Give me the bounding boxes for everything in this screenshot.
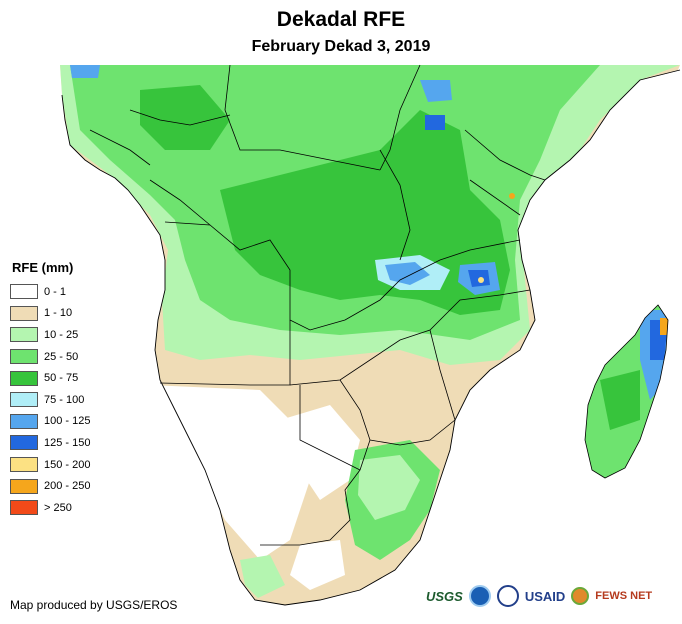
legend-swatch: [10, 392, 38, 408]
legend-label: 25 - 50: [44, 350, 79, 363]
legend-row: 75 - 100: [10, 389, 90, 411]
dry-zone-cape: [290, 540, 345, 590]
dry-zone-namibia: [150, 385, 310, 560]
legend-label: > 250: [44, 501, 72, 514]
rain-200-250: [509, 193, 515, 199]
legend-row: 0 - 1: [10, 281, 90, 303]
rain-10-25-cape: [240, 555, 285, 598]
legend-swatch: [10, 435, 38, 451]
rain-50-75-west: [140, 85, 230, 150]
usaid-seal-icon: [496, 585, 519, 607]
country-borders: [89, 64, 546, 546]
rain-10-25-southeast: [358, 455, 420, 520]
africa-mainland: [60, 65, 680, 605]
legend-row: 200 - 250: [10, 475, 90, 497]
legend-swatch: [10, 457, 38, 473]
legend-label: 100 - 125: [44, 415, 91, 428]
legend-swatch: [10, 284, 38, 300]
legend-title: RFE (mm): [12, 260, 74, 275]
legend-swatch: [10, 349, 38, 365]
map-credit: Map produced by USGS/EROS: [10, 598, 178, 612]
legend-swatch: [10, 370, 38, 386]
legend-label: 0 - 1: [44, 285, 67, 298]
legend-label: 125 - 150: [44, 436, 91, 449]
legend-label: 150 - 200: [44, 458, 91, 471]
legend-swatch: [10, 327, 38, 343]
legend-label: 10 - 25: [44, 328, 79, 341]
rain-100-125: [385, 262, 430, 285]
legend-row: 125 - 150: [10, 432, 90, 454]
legend-label: 75 - 100: [44, 393, 85, 406]
map-subtitle: February Dekad 3, 2019: [251, 38, 431, 55]
fews-net-mark-icon: [571, 587, 590, 605]
legend-row: 25 - 50: [10, 346, 90, 368]
legend-row: 10 - 25: [10, 324, 90, 346]
legend: RFE (mm) 0 - 1 1 - 10 10 - 25 25 - 50 50…: [10, 260, 90, 519]
madagascar: [584, 304, 669, 479]
legend-swatch: [10, 413, 38, 429]
rain-150-200: [478, 277, 484, 283]
legend-swatch: [10, 305, 38, 321]
legend-row: > 250: [10, 497, 90, 519]
legend-row: 1 - 10: [10, 303, 90, 325]
legend-row: 150 - 200: [10, 454, 90, 476]
rain-125-150-north: [425, 115, 445, 130]
map-title: Dekadal RFE: [276, 8, 406, 31]
fews-net-logo: FEWS NET: [595, 590, 653, 602]
noaa-logo-icon: [468, 585, 491, 607]
legend-row: 50 - 75: [10, 367, 90, 389]
legend-swatch: [10, 478, 38, 494]
rain-100-125-nw: [70, 65, 100, 78]
usgs-logo: USGS: [426, 588, 463, 604]
legend-swatch: [10, 500, 38, 516]
legend-label: 1 - 10: [44, 307, 73, 320]
usaid-logo: USAID: [524, 588, 566, 604]
rain-100-125-north: [420, 80, 452, 102]
legend-row: 100 - 125: [10, 411, 90, 433]
partner-logos: USGS USAID FEWS NET: [426, 585, 652, 607]
legend-label: 200 - 250: [44, 480, 91, 493]
legend-label: 50 - 75: [44, 372, 79, 385]
